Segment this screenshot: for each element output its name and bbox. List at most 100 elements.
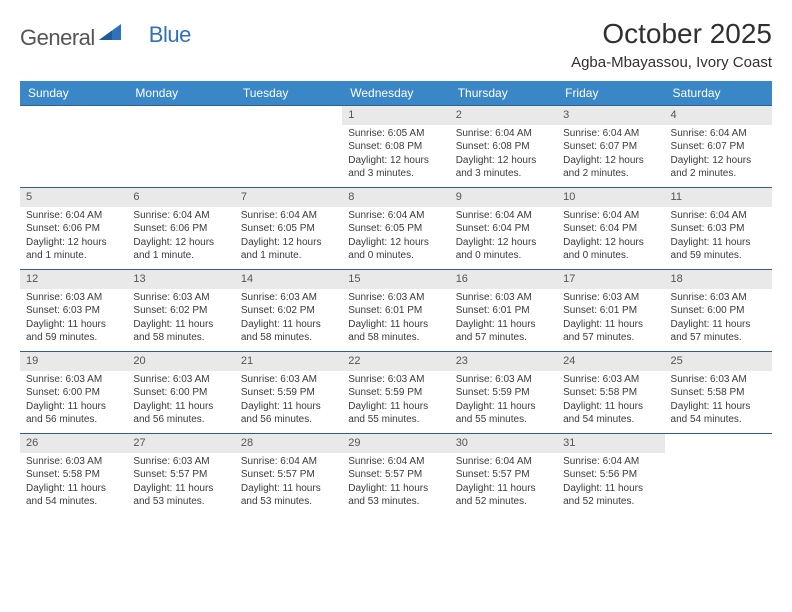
sunset-line: Sunset: 6:02 PM [133,304,228,318]
day-details: Sunrise: 6:03 AMSunset: 6:00 PMDaylight:… [20,371,127,431]
day-number: 1 [342,106,449,125]
calendar-day-cell: 2Sunrise: 6:04 AMSunset: 6:08 PMDaylight… [450,106,557,188]
logo-triangle-icon [99,24,121,45]
day-details: Sunrise: 6:04 AMSunset: 5:57 PMDaylight:… [235,453,342,513]
day-number: 27 [127,434,234,453]
calendar-day-cell: 18 Sunrise: 6:03 AMSunset: 6:00 PMDayligh… [665,270,772,352]
day-details: Sunrise: 6:03 AMSunset: 6:00 PMDaylight:… [127,371,234,431]
calendar-day-cell: 12Sunrise: 6:03 AMSunset: 6:03 PMDayligh… [20,270,127,352]
day-number: 30 [450,434,557,453]
day-details: Sunrise: 6:03 AMSunset: 6:01 PMDaylight:… [342,289,449,349]
logo: General Blue [20,24,191,51]
calendar-day-cell: 1Sunrise: 6:05 AMSunset: 6:08 PMDaylight… [342,106,449,188]
day-details: Sunrise: 6:03 AMSunset: 5:59 PMDaylight:… [450,371,557,431]
logo-text-blue: Blue [149,22,191,48]
daylight-line: Daylight: 11 hours and 58 minutes. [348,318,443,345]
calendar-day-cell [665,434,772,516]
calendar-day-cell: 17Sunrise: 6:03 AMSunset: 6:01 PMDayligh… [557,270,664,352]
day-details: Sunrise: 6:04 AMSunset: 6:05 PMDaylight:… [342,207,449,267]
calendar-day-cell: 10Sunrise: 6:04 AMSunset: 6:04 PMDayligh… [557,188,664,270]
daylight-line: Daylight: 11 hours and 54 minutes. [26,482,121,509]
daylight-line: Daylight: 11 hours and 53 minutes. [241,482,336,509]
weekday-header: Sunday [20,81,127,106]
daylight-line: Daylight: 11 hours and 56 minutes. [26,400,121,427]
day-details: Sunrise: 6:04 AMSunset: 6:08 PMDaylight:… [450,125,557,185]
sunset-line: Sunset: 5:57 PM [348,468,443,482]
sunset-line: Sunset: 6:05 PM [348,222,443,236]
sunset-line: Sunset: 6:03 PM [671,222,766,236]
weekday-header: Saturday [665,81,772,106]
daylight-line: Daylight: 11 hours and 56 minutes. [241,400,336,427]
sunrise-line: Sunrise: 6:03 AM [671,373,766,387]
calendar-day-cell: 29Sunrise: 6:04 AMSunset: 5:57 PMDayligh… [342,434,449,516]
sunrise-line: Sunrise: 6:03 AM [26,373,121,387]
calendar-day-cell [20,106,127,188]
calendar-day-cell: 11Sunrise: 6:04 AMSunset: 6:03 PMDayligh… [665,188,772,270]
day-number: 18 [665,270,772,289]
sunrise-line: Sunrise: 6:03 AM [348,373,443,387]
daylight-line: Daylight: 11 hours and 54 minutes. [563,400,658,427]
weekday-header: Friday [557,81,664,106]
sunrise-line: Sunrise: 6:04 AM [456,127,551,141]
day-details: Sunrise: 6:03 AMSunset: 5:57 PMDaylight:… [127,453,234,513]
sunrise-line: Sunrise: 6:03 AM [26,455,121,469]
calendar-body: 1Sunrise: 6:05 AMSunset: 6:08 PMDaylight… [20,106,772,516]
sunrise-line: Sunrise: 6:03 AM [133,291,228,305]
day-number: 25 [665,352,772,371]
calendar-week-row: 5Sunrise: 6:04 AMSunset: 6:06 PMDaylight… [20,188,772,270]
sunset-line: Sunset: 6:00 PM [671,304,766,318]
calendar-day-cell [235,106,342,188]
daylight-line: Daylight: 11 hours and 55 minutes. [456,400,551,427]
calendar-day-cell [127,106,234,188]
day-details: Sunrise: 6:04 AMSunset: 6:06 PMDaylight:… [127,207,234,267]
day-details: Sunrise: 6:04 AMSunset: 5:57 PMDaylight:… [450,453,557,513]
sunrise-line: Sunrise: 6:03 AM [241,291,336,305]
calendar-day-cell: 4Sunrise: 6:04 AMSunset: 6:07 PMDaylight… [665,106,772,188]
calendar-day-cell: 15Sunrise: 6:03 AMSunset: 6:01 PMDayligh… [342,270,449,352]
sunset-line: Sunset: 5:58 PM [563,386,658,400]
sunrise-line: Sunrise: 6:04 AM [563,209,658,223]
day-number: 14 [235,270,342,289]
day-number: 5 [20,188,127,207]
daylight-line: Daylight: 11 hours and 57 minutes. [671,318,766,345]
calendar-day-cell: 28Sunrise: 6:04 AMSunset: 5:57 PMDayligh… [235,434,342,516]
day-number: 23 [450,352,557,371]
day-details: Sunrise: 6:03 AMSunset: 5:59 PMDaylight:… [342,371,449,431]
sunrise-line: Sunrise: 6:04 AM [348,455,443,469]
sunrise-line: Sunrise: 6:05 AM [348,127,443,141]
sunrise-line: Sunrise: 6:03 AM [241,373,336,387]
daylight-line: Daylight: 11 hours and 57 minutes. [563,318,658,345]
calendar-day-cell: 25Sunrise: 6:03 AMSunset: 5:58 PMDayligh… [665,352,772,434]
day-number: 9 [450,188,557,207]
sunset-line: Sunset: 6:08 PM [456,140,551,154]
sunrise-line: Sunrise: 6:04 AM [671,209,766,223]
day-details: Sunrise: 6:03 AMSunset: 5:58 PMDaylight:… [20,453,127,513]
sunset-line: Sunset: 5:59 PM [348,386,443,400]
sunset-line: Sunset: 6:06 PM [26,222,121,236]
location: Agba-Mbayassou, Ivory Coast [571,54,772,71]
day-number: 26 [20,434,127,453]
calendar-day-cell: 22Sunrise: 6:03 AMSunset: 5:59 PMDayligh… [342,352,449,434]
day-number: 4 [665,106,772,125]
sunrise-line: Sunrise: 6:04 AM [671,127,766,141]
day-details: Sunrise: 6:04 AMSunset: 6:03 PMDaylight:… [665,207,772,267]
day-number: 13 [127,270,234,289]
day-number: 3 [557,106,664,125]
sunrise-line: Sunrise: 6:03 AM [563,291,658,305]
calendar-day-cell: 23Sunrise: 6:03 AMSunset: 5:59 PMDayligh… [450,352,557,434]
daylight-line: Daylight: 12 hours and 1 minute. [241,236,336,263]
sunset-line: Sunset: 6:08 PM [348,140,443,154]
calendar-day-cell: 9Sunrise: 6:04 AMSunset: 6:04 PMDaylight… [450,188,557,270]
day-number: 6 [127,188,234,207]
sunrise-line: Sunrise: 6:03 AM [671,291,766,305]
sunset-line: Sunset: 6:04 PM [563,222,658,236]
day-details: Sunrise: 6:03 AMSunset: 5:58 PMDaylight:… [557,371,664,431]
day-details: Sunrise: 6:04 AMSunset: 6:07 PMDaylight:… [665,125,772,185]
daylight-line: Daylight: 12 hours and 0 minutes. [348,236,443,263]
daylight-line: Daylight: 11 hours and 57 minutes. [456,318,551,345]
daylight-line: Daylight: 11 hours and 53 minutes. [348,482,443,509]
sunset-line: Sunset: 6:03 PM [26,304,121,318]
sunset-line: Sunset: 5:57 PM [241,468,336,482]
daylight-line: Daylight: 12 hours and 1 minute. [26,236,121,263]
daylight-line: Daylight: 12 hours and 0 minutes. [456,236,551,263]
